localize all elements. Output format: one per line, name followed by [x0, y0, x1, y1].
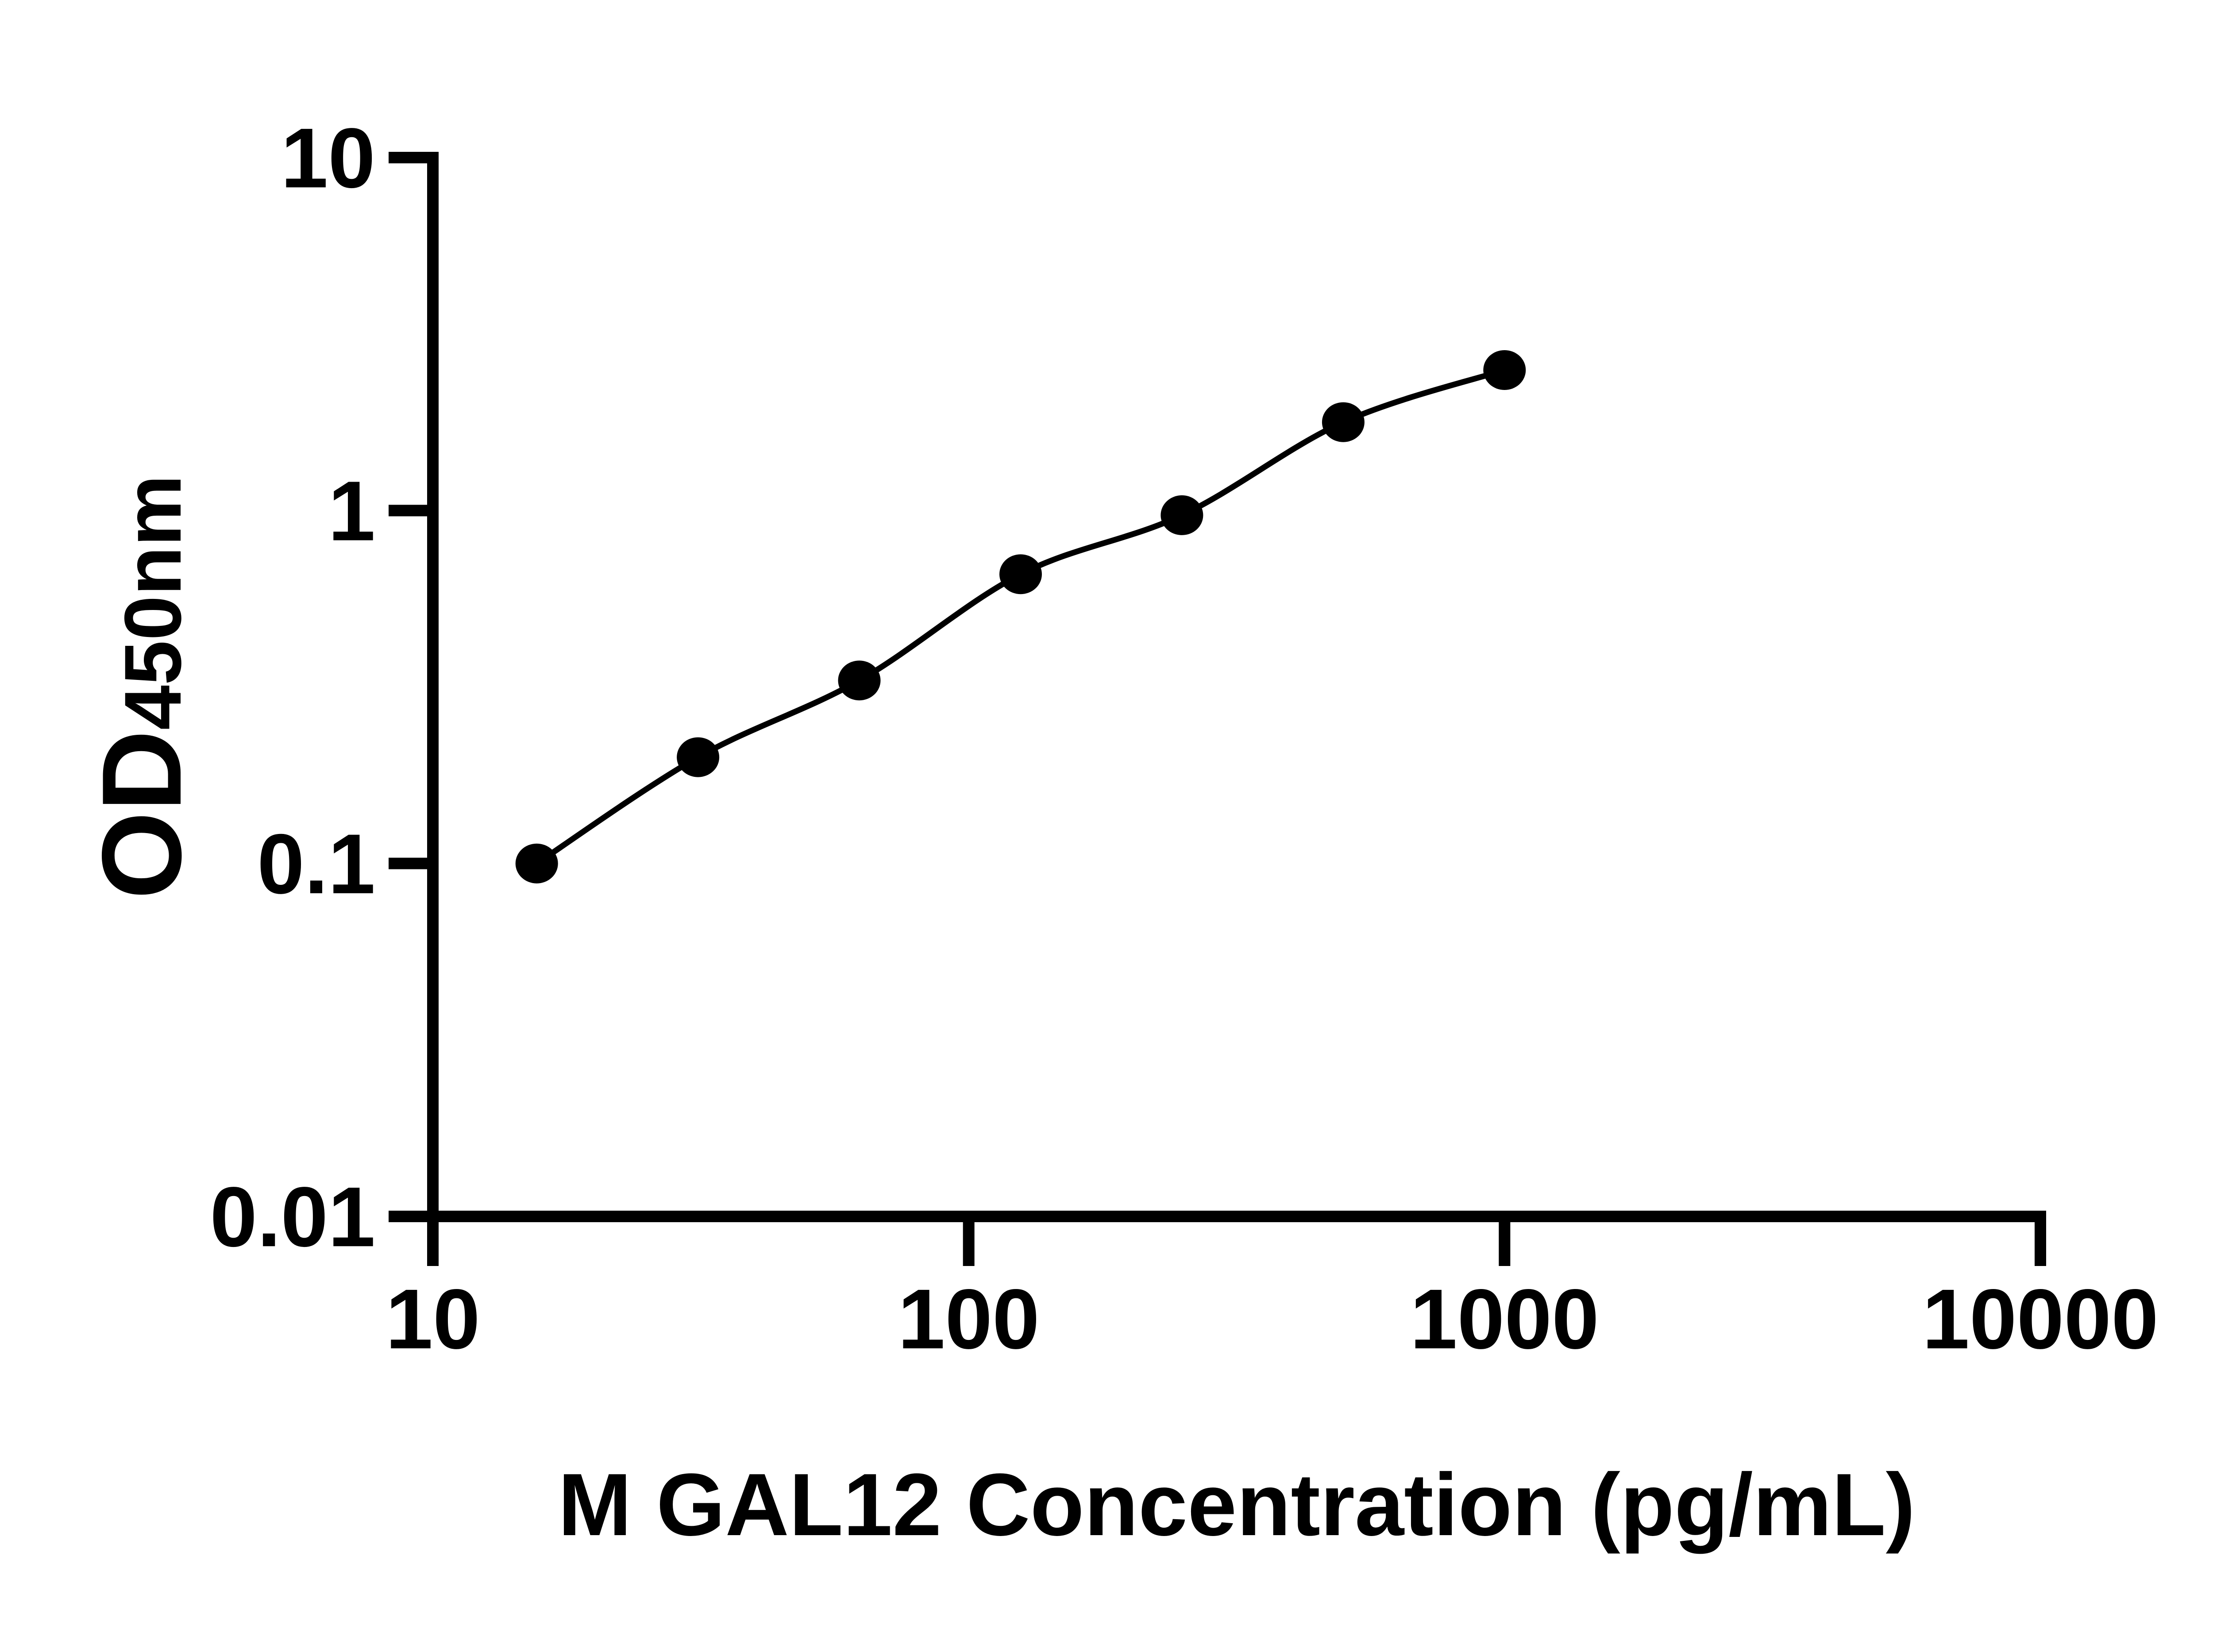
data-point-marker	[1483, 350, 1526, 390]
data-point-marker	[1160, 495, 1203, 535]
y-axis-title-subscript: 450nm	[108, 475, 198, 730]
data-point-marker	[1322, 402, 1365, 442]
x-axis-title: M GAL12 Concentration (pg/mL)	[558, 1455, 1916, 1554]
y-axis-title-main: OD	[79, 730, 205, 899]
fit-curve	[535, 367, 1506, 866]
data-series	[515, 350, 1526, 884]
y-tick-label: 1	[328, 463, 375, 559]
y-tick-label: 0.01	[210, 1169, 375, 1264]
y-axis-title: OD450nm	[79, 475, 205, 899]
data-point-marker	[999, 554, 1042, 594]
x-tick-label: 10000	[1922, 1271, 2159, 1366]
data-point-marker	[838, 660, 881, 701]
y-tick-label: 10	[281, 110, 375, 205]
x-tick-label: 100	[898, 1271, 1039, 1366]
data-point-marker	[677, 737, 720, 777]
data-point-marker	[515, 843, 558, 884]
x-tick-label: 1000	[1410, 1271, 1599, 1366]
x-tick-label: 10	[386, 1271, 480, 1366]
axes: 0.01 0.1 1 10 10 100 1000 10000	[210, 110, 2159, 1366]
y-tick-label: 0.1	[257, 816, 375, 911]
